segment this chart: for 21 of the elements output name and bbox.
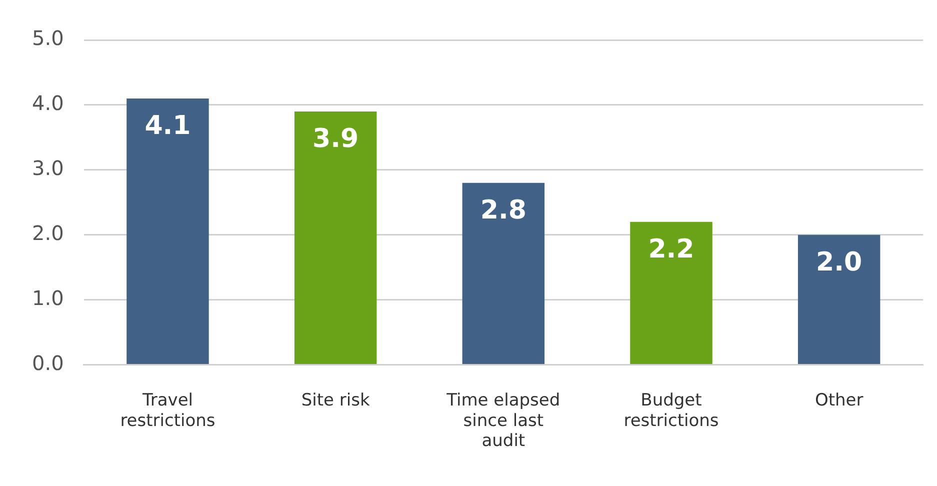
y-tick-label: 1.0 — [32, 286, 64, 310]
data-label: 2.8 — [480, 196, 526, 226]
x-tick-label: Other — [814, 390, 864, 410]
x-tick-label: Site risk — [301, 390, 370, 410]
y-tick-label: 2.0 — [32, 221, 64, 246]
y-tick-label: 0.0 — [32, 351, 64, 376]
x-tick-label: Time elapsed since last audit — [446, 390, 560, 452]
data-label: 2.2 — [648, 234, 694, 265]
bar — [798, 234, 880, 364]
x-tick-label: Budget restrictions — [624, 390, 719, 431]
bar — [126, 98, 209, 364]
data-label: 4.1 — [144, 111, 191, 142]
bar — [630, 222, 712, 364]
data-label: 3.9 — [312, 124, 359, 154]
x-tick-label: Travel restrictions — [120, 390, 216, 431]
y-tick-label: 4.0 — [32, 91, 64, 116]
y-tick-label: 5.0 — [32, 26, 64, 50]
data-label: 2.0 — [816, 248, 862, 278]
bar — [294, 111, 377, 364]
bar — [462, 182, 545, 364]
y-tick-label: 3.0 — [32, 156, 64, 180]
